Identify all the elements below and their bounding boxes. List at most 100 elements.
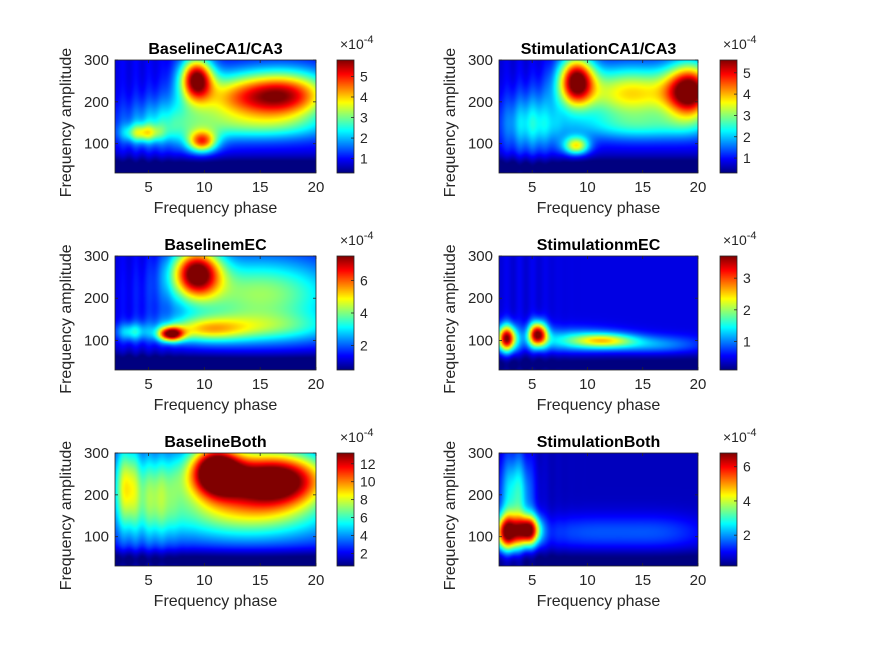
panel-baseline-ca1-ca3: 5 10 15 20100200300BaselineCA1/CA3Frequency… — [58, 34, 374, 217]
colorbar-tick-label: 1 — [360, 151, 368, 167]
y-axis-label: Frequency amplitude — [442, 48, 459, 198]
y-tick-label: 200 — [468, 290, 493, 307]
x-tick-label: 5 — [528, 179, 536, 196]
colorbar-exponent: ×10-4 — [723, 34, 757, 52]
colorbar-tick-label: 6 — [360, 510, 368, 526]
x-axis-label: Frequency phase — [537, 397, 661, 414]
colorbar-tick-label: 2 — [360, 545, 368, 561]
y-axis-label: Frequency amplitude — [442, 441, 459, 591]
colorbar-gradient — [720, 256, 737, 370]
colorbar-box — [719, 452, 738, 567]
heatmap-image — [499, 453, 698, 566]
colorbar-tick-label: 5 — [360, 68, 368, 84]
colorbar-gradient — [720, 60, 737, 173]
colorbar-tick-label: 2 — [743, 129, 751, 145]
y-tick-label: 300 — [468, 52, 493, 69]
colorbar-tick-label: 2 — [743, 302, 751, 318]
heatmap-image — [499, 256, 698, 370]
x-axis-label: Frequency phase — [154, 397, 278, 414]
panel-baseline-both: 5 10 15 20 100 200 300 BaselineBoth Frequency ph… — [58, 427, 376, 610]
colorbar-tick-label: 3 — [360, 110, 368, 126]
colorbar-gradient — [720, 453, 737, 566]
colorbar-box — [719, 255, 738, 371]
heatmap-image — [115, 453, 316, 566]
y-tick-label: 200 — [468, 94, 493, 111]
y-axis-label: Frequency amplitude — [58, 244, 75, 394]
x-tick-label: 15 — [252, 376, 269, 393]
x-tick-label: 10 — [579, 179, 596, 196]
panel-title: BaselinemEC — [164, 237, 267, 254]
colorbar-tick-label: 8 — [360, 492, 368, 508]
y-tick-label: 300 — [84, 52, 109, 69]
x-tick-label: 15 — [634, 572, 651, 589]
axes-box — [114, 452, 317, 567]
colorbar-exponent: ×10-4 — [340, 230, 374, 248]
y-tick-label: 100 — [468, 332, 493, 349]
x-tick-label: 5 — [528, 376, 536, 393]
x-tick-label: 5 — [144, 572, 152, 589]
panel-title: StimulationCA1/CA3 — [521, 41, 677, 58]
colorbar-tick-label: 2 — [360, 130, 368, 146]
colorbar-box — [336, 452, 355, 567]
y-tick-label: 100 — [468, 136, 493, 153]
heatmap-image — [499, 60, 698, 173]
x-tick-label: 20 — [308, 572, 325, 589]
y-axis-label: Frequency amplitude — [442, 244, 459, 394]
colorbar-tick-label: 3 — [743, 270, 751, 286]
panel-title: StimulationmEC — [537, 237, 661, 254]
x-tick-label: 20 — [690, 376, 707, 393]
y-tick-label: 200 — [84, 290, 109, 307]
panel-baseline-mec: 5 10 15 20 100 200 300 BaselinemEC Frequency pha… — [58, 230, 374, 414]
y-tick-label: 100 — [84, 332, 109, 349]
x-tick-label: 5 — [528, 572, 536, 589]
x-tick-label: 20 — [308, 376, 325, 393]
colorbar-tick-label: 12 — [360, 456, 376, 472]
colorbar-tick-label: 4 — [743, 493, 751, 509]
x-tick-label: 15 — [634, 179, 651, 196]
colorbar-tick-label: 1 — [743, 334, 751, 350]
colorbar-tick-label: 3 — [743, 107, 751, 123]
x-tick-label: 10 — [579, 376, 596, 393]
x-tick-label: 15 — [252, 572, 269, 589]
x-tick-label: 10 — [579, 572, 596, 589]
panel-title: StimulationBoth — [537, 434, 661, 451]
y-tick-label: 300 — [468, 445, 493, 462]
x-tick-label: 20 — [690, 572, 707, 589]
y-tick-label: 300 — [84, 445, 109, 462]
y-tick-label: 100 — [84, 529, 109, 546]
colorbar-box — [336, 59, 355, 174]
panel-stimulation-both: 5 10 15 20 100 200 300 StimulationBoth Frequency… — [442, 427, 757, 610]
y-axis-label: Frequency amplitude — [58, 48, 75, 198]
colorbar-gradient — [337, 256, 354, 370]
panel-title: BaselineCA1/CA3 — [148, 41, 282, 58]
x-tick-label: 10 — [196, 572, 213, 589]
x-tick-label: 20 — [690, 179, 707, 196]
y-tick-label: 200 — [84, 94, 109, 111]
y-tick-label: 100 — [468, 529, 493, 546]
x-axis-label: Frequency phase — [154, 200, 278, 217]
axes-box — [114, 59, 317, 174]
y-tick-label: 200 — [84, 487, 109, 504]
axes-box — [498, 452, 699, 567]
colorbar-tick-label: 4 — [360, 528, 368, 544]
y-tick-label: 200 — [468, 487, 493, 504]
colorbar-tick-label: 4 — [360, 89, 368, 105]
x-tick-label: 20 — [308, 179, 325, 196]
colorbar-gradient — [337, 60, 354, 173]
heatmap-image — [115, 60, 316, 173]
y-tick-label: 300 — [468, 248, 493, 265]
x-tick-label: 10 — [196, 179, 213, 196]
x-axis-label: Frequency phase — [537, 593, 661, 610]
colorbar-exponent: ×10-4 — [340, 427, 374, 445]
colorbar-box — [719, 59, 738, 174]
x-tick-label: 5 — [144, 376, 152, 393]
y-tick-label: 300 — [84, 248, 109, 265]
heatmap-image — [115, 256, 316, 370]
panel-stimulation-mec: 5 10 15 20 100 200 300 StimulationmEC Frequency … — [442, 230, 757, 414]
axes-box — [114, 255, 317, 371]
colorbar-tick-label: 6 — [743, 459, 751, 475]
colorbar-exponent: ×10-4 — [340, 34, 374, 52]
colorbar-tick-label: 2 — [743, 527, 751, 543]
panel-title: BaselineBoth — [164, 434, 266, 451]
